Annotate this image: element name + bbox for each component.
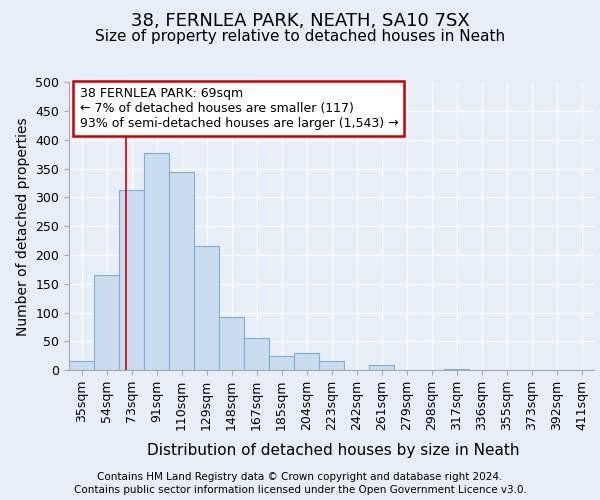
Bar xyxy=(69,362,94,370)
Y-axis label: Number of detached properties: Number of detached properties xyxy=(16,117,30,336)
Text: 38 FERNLEA PARK: 69sqm
← 7% of detached houses are smaller (117)
93% of semi-det: 38 FERNLEA PARK: 69sqm ← 7% of detached … xyxy=(79,87,398,130)
Bar xyxy=(144,153,169,370)
Bar xyxy=(94,275,119,370)
Bar xyxy=(119,190,144,370)
Bar xyxy=(319,362,344,370)
Text: Distribution of detached houses by size in Neath: Distribution of detached houses by size … xyxy=(147,442,519,458)
Bar xyxy=(269,356,294,370)
Bar xyxy=(219,316,244,370)
Bar xyxy=(244,338,269,370)
Text: Size of property relative to detached houses in Neath: Size of property relative to detached ho… xyxy=(95,29,505,44)
Bar xyxy=(194,246,219,370)
Bar xyxy=(294,354,319,370)
Bar xyxy=(369,366,394,370)
Text: 38, FERNLEA PARK, NEATH, SA10 7SX: 38, FERNLEA PARK, NEATH, SA10 7SX xyxy=(131,12,469,30)
Text: Contains public sector information licensed under the Open Government Licence v3: Contains public sector information licen… xyxy=(74,485,526,495)
Bar xyxy=(444,369,469,370)
Text: Contains HM Land Registry data © Crown copyright and database right 2024.: Contains HM Land Registry data © Crown c… xyxy=(97,472,503,482)
Bar xyxy=(169,172,194,370)
